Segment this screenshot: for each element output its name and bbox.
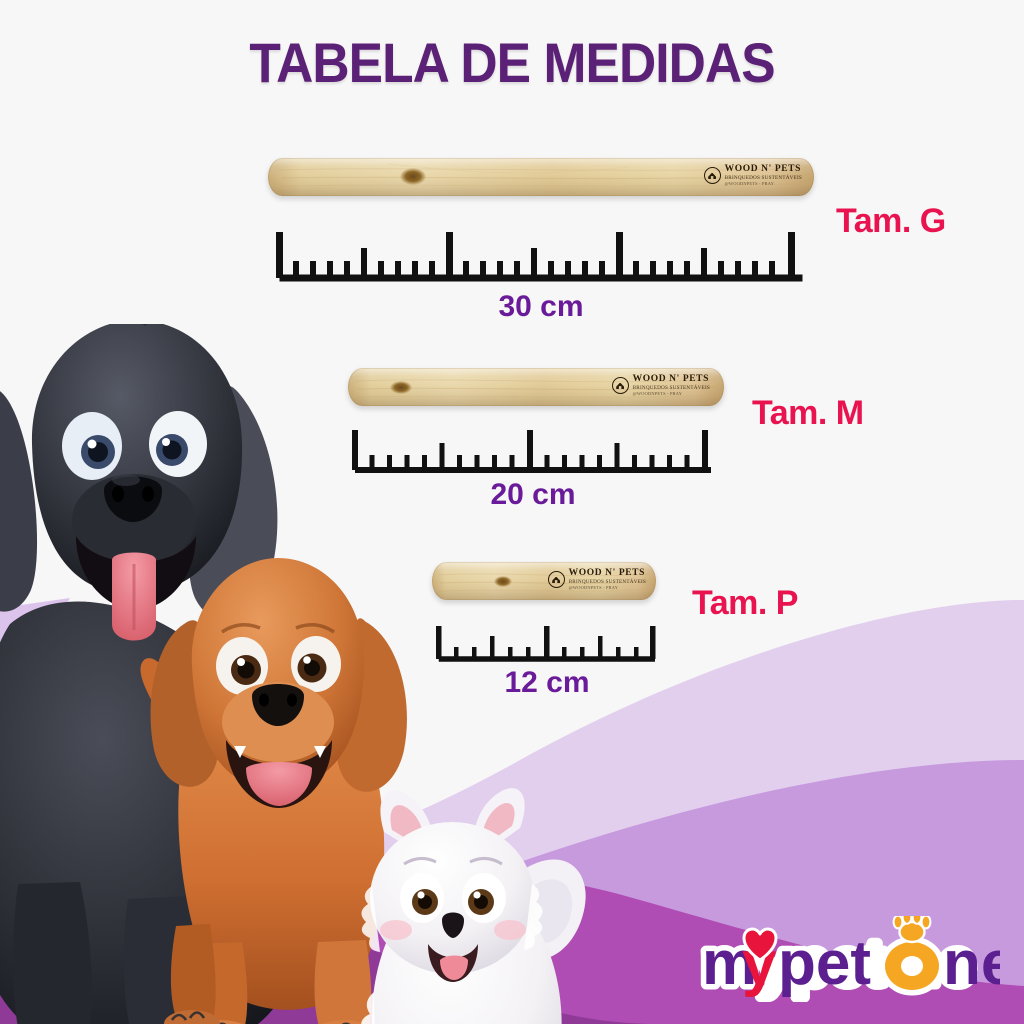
logo-text-pet: pet [778,929,871,998]
ear-left [0,391,38,612]
paw [164,1010,220,1024]
dog-brown-dachshund [140,558,407,1024]
wood-grain [277,163,805,187]
brand-logo-mypetone[interactable]: .lg{font-family:"Liberation Sans", sans-… [700,916,1000,1002]
eye-left [62,412,122,480]
size-row-g: WOOD N' PETS BRINQUEDOS SUSTENTÁVEIS @WO… [0,150,1024,330]
eye-right [291,636,341,692]
eye-right [149,411,207,477]
measure-label-small: 12 cm [504,666,590,699]
eye-left [400,873,444,923]
ruler-medium [352,424,714,474]
size-tag-small: Tam. P [692,584,798,622]
wood-knot [494,576,512,587]
ruler-small [436,618,658,662]
dog-white-pomeranian [361,788,586,1024]
eye-left [216,637,268,695]
nose [442,912,464,938]
measure-label-medium: 20 cm [490,478,576,511]
wood-knot [400,168,426,185]
tongue [440,955,468,980]
logo-text-ne: ne [943,929,1000,998]
size-tag-medium: Tam. M [752,394,864,432]
measure-label-large: 30 cm [498,290,584,323]
tongue [246,762,312,806]
logo-letter-o [879,936,945,996]
ruler-ticks-small [436,626,656,659]
ruler-ticks-medium [352,430,708,470]
eye-right [462,873,506,923]
dogs-illustration [0,324,620,1024]
size-tag-large: Tam. G [836,202,946,240]
wood-grain [438,573,651,592]
wood-knot [390,381,412,394]
ruler-ticks-large [276,232,795,278]
paw [321,1020,367,1024]
wooden-stick-large: WOOD N' PETS BRINQUEDOS SUSTENTÁVEIS @WO… [268,158,814,196]
heart-icon [742,927,778,962]
page-title: TABELA DE MEDIDAS [249,31,775,94]
ruler-large [276,226,806,282]
paw-print-icon [892,916,932,944]
